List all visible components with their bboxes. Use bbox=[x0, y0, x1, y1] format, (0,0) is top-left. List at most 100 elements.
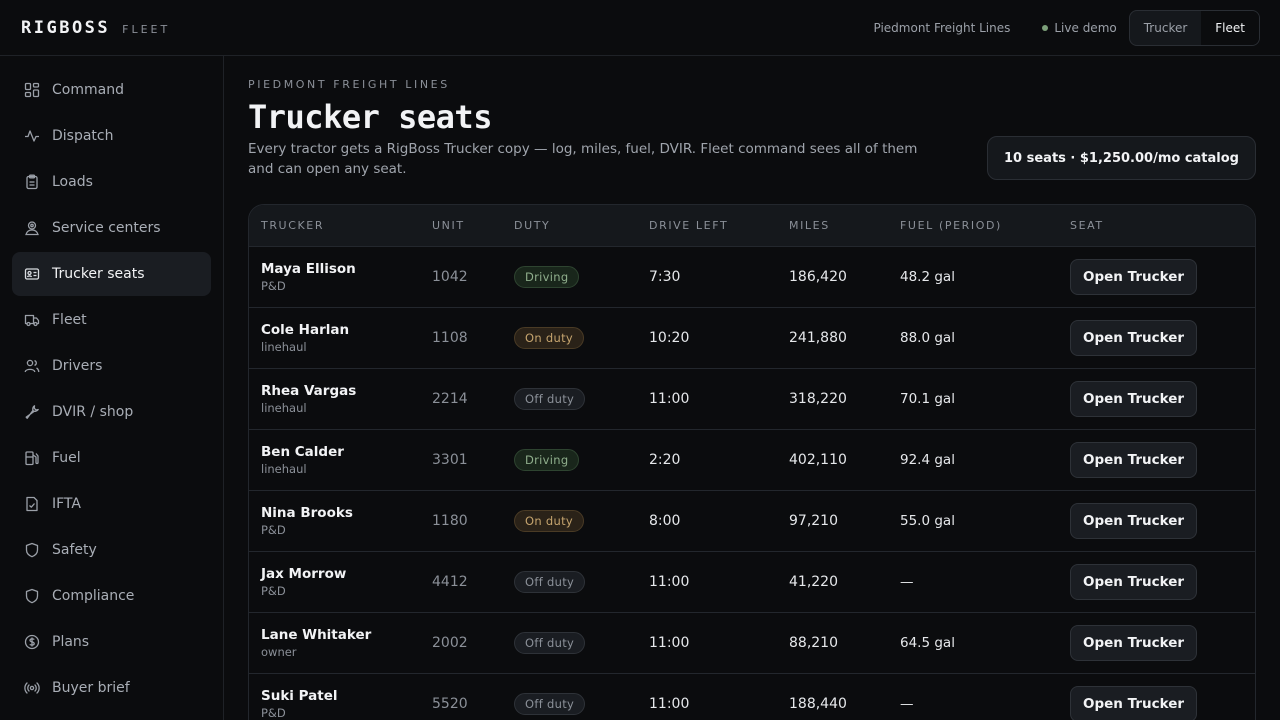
duty-status-badge: On duty bbox=[514, 326, 584, 349]
unit-cell: 1108 bbox=[432, 329, 468, 346]
mode-fleet-button[interactable]: Fleet bbox=[1201, 10, 1259, 45]
open-trucker-button[interactable]: Open Trucker bbox=[1070, 502, 1198, 539]
live-demo-label: Live demo bbox=[1054, 20, 1117, 35]
shield-icon bbox=[24, 588, 40, 604]
sidebar-item-fuel[interactable]: Fuel bbox=[12, 436, 211, 480]
table-row: Nina Brooks P&D 1180 On duty 8:00 97,210 55.0 … bbox=[249, 490, 1255, 551]
table-row: Jax Morrow P&D 4412 Off duty 11:00 41,220 — Ope… bbox=[249, 551, 1255, 612]
mode-switcher: Trucker Fleet bbox=[1128, 9, 1260, 46]
trucker-name: Jax Morrow bbox=[261, 565, 347, 582]
seat-cell: Open Trucker bbox=[1058, 429, 1255, 490]
trucker-role: linehaul bbox=[261, 339, 307, 354]
sidebar-item-service-centers[interactable]: Service centers bbox=[12, 206, 211, 250]
miles-cell: 97,210 bbox=[789, 512, 838, 529]
unit-cell: 2002 bbox=[432, 634, 468, 651]
open-trucker-button[interactable]: Open Trucker bbox=[1070, 685, 1198, 720]
fuel-cell: 70.1 gal bbox=[900, 390, 955, 407]
table-row: Maya Ellison P&D 1042 Driving 7:30 186,420 48.… bbox=[249, 246, 1255, 307]
duty-status-badge: Off duty bbox=[514, 570, 586, 593]
sidebar-item-label: Service centers bbox=[52, 220, 161, 236]
activity-pulse-icon bbox=[24, 128, 40, 144]
drive-left-cell: 11:00 bbox=[649, 390, 690, 407]
open-trucker-button[interactable]: Open Trucker bbox=[1070, 258, 1198, 295]
sidebar-item-command[interactable]: Command bbox=[12, 68, 211, 112]
duty-cell: Off duty bbox=[502, 612, 637, 673]
map-pin-user-icon bbox=[24, 220, 40, 236]
sidebar-item-safety[interactable]: Safety bbox=[12, 528, 211, 572]
top-right-controls: Piedmont Freight Lines Live demo Trucker… bbox=[873, 9, 1260, 46]
sidebar-item-dispatch[interactable]: Dispatch bbox=[12, 114, 211, 158]
duty-cell: Driving bbox=[502, 246, 637, 307]
sidebar-item-drivers[interactable]: Drivers bbox=[12, 344, 211, 388]
column-header-fuel[interactable]: FUEL (PERIOD) bbox=[888, 205, 1058, 247]
sidebar-item-buyer-brief[interactable]: Buyer brief bbox=[12, 666, 211, 710]
drive-left-cell: 2:20 bbox=[649, 451, 681, 468]
dashboard-grid-icon bbox=[24, 82, 40, 98]
main-content: PIEDMONT FREIGHT LINES Trucker seats Eve… bbox=[248, 56, 1256, 720]
top-bar: RIGBOSS FLEET Piedmont Freight Lines Liv… bbox=[0, 0, 1280, 56]
open-trucker-button[interactable]: Open Trucker bbox=[1070, 563, 1198, 600]
sidebar-item-dvir-shop[interactable]: DVIR / shop bbox=[12, 390, 211, 434]
seat-cell: Open Trucker bbox=[1058, 307, 1255, 368]
seat-cell: Open Trucker bbox=[1058, 551, 1255, 612]
trucker-cell: Maya Ellison P&D bbox=[249, 246, 420, 307]
column-header-trucker[interactable]: TRUCKER bbox=[249, 205, 420, 247]
sidebar-item-trucker-seats[interactable]: Trucker seats bbox=[12, 252, 211, 296]
sidebar-item-compliance[interactable]: Compliance bbox=[12, 574, 211, 618]
page-description: Every tractor gets a RigBoss Trucker cop… bbox=[248, 141, 918, 177]
unit-cell: 1180 bbox=[432, 512, 468, 529]
seats-summary-badge: 10 seats · $1,250.00/mo catalog bbox=[987, 136, 1256, 180]
sidebar-nav: Command Dispatch Loads Service centers T… bbox=[0, 56, 224, 720]
trucker-seats-table: TRUCKER UNIT DUTY DRIVE LEFT MILES FUEL … bbox=[248, 204, 1256, 720]
column-header-seat[interactable]: SEAT bbox=[1058, 205, 1255, 247]
trucker-name: Suki Patel bbox=[261, 687, 338, 704]
sidebar-item-fleet[interactable]: Fleet bbox=[12, 298, 211, 342]
sidebar-item-label: DVIR / shop bbox=[52, 404, 134, 420]
trucker-role: P&D bbox=[261, 705, 286, 720]
sidebar-item-label: Buyer brief bbox=[52, 680, 130, 696]
drive-left-cell: 7:30 bbox=[649, 268, 681, 285]
duty-cell: Off duty bbox=[502, 673, 637, 720]
clipboard-icon bbox=[24, 174, 40, 190]
trucker-name: Maya Ellison bbox=[261, 260, 356, 277]
truck-icon bbox=[24, 312, 40, 328]
open-trucker-button[interactable]: Open Trucker bbox=[1070, 380, 1198, 417]
column-header-drive-left[interactable]: DRIVE LEFT bbox=[637, 205, 777, 247]
trucker-role: linehaul bbox=[261, 461, 307, 476]
miles-cell: 186,420 bbox=[789, 268, 847, 285]
sidebar-item-loads[interactable]: Loads bbox=[12, 160, 211, 204]
unit-cell: 2214 bbox=[432, 390, 468, 407]
column-header-duty[interactable]: DUTY bbox=[502, 205, 637, 247]
unit-cell: 4412 bbox=[432, 573, 468, 590]
column-header-miles[interactable]: MILES bbox=[777, 205, 888, 247]
open-trucker-button[interactable]: Open Trucker bbox=[1070, 319, 1198, 356]
column-header-unit[interactable]: UNIT bbox=[420, 205, 502, 247]
brand-logo[interactable]: RIGBOSS FLEET bbox=[21, 18, 170, 38]
fuel-pump-icon bbox=[24, 450, 40, 466]
sidebar-item-label: Fuel bbox=[52, 450, 81, 466]
drive-left-cell: 11:00 bbox=[649, 695, 690, 712]
page-title: Trucker seats bbox=[248, 98, 492, 136]
unit-cell: 3301 bbox=[432, 451, 468, 468]
id-card-icon bbox=[24, 266, 40, 282]
sidebar-item-label: Loads bbox=[52, 174, 93, 190]
miles-cell: 41,220 bbox=[789, 573, 838, 590]
sidebar-item-ifta[interactable]: IFTA bbox=[12, 482, 211, 526]
table-row: Ben Calder linehaul 3301 Driving 2:20 402,110… bbox=[249, 429, 1255, 490]
dollar-circle-icon bbox=[24, 634, 40, 650]
trucker-cell: Cole Harlan linehaul bbox=[249, 307, 420, 368]
sidebar-item-plans[interactable]: Plans bbox=[12, 620, 211, 664]
fuel-cell: 88.0 gal bbox=[900, 329, 955, 346]
open-trucker-button[interactable]: Open Trucker bbox=[1070, 624, 1198, 661]
duty-cell: On duty bbox=[502, 490, 637, 551]
mode-trucker-button[interactable]: Trucker bbox=[1143, 20, 1188, 35]
table-row: Suki Patel P&D 5520 Off duty 11:00 188,440 — Op… bbox=[249, 673, 1255, 720]
table-row: Cole Harlan linehaul 1108 On duty 10:20 241,8… bbox=[249, 307, 1255, 368]
unit-cell: 1042 bbox=[432, 268, 468, 285]
open-trucker-button[interactable]: Open Trucker bbox=[1070, 441, 1198, 478]
trucker-role: linehaul bbox=[261, 400, 307, 415]
trucker-name: Lane Whitaker bbox=[261, 626, 372, 643]
miles-cell: 318,220 bbox=[789, 390, 847, 407]
miles-cell: 241,880 bbox=[789, 329, 847, 346]
sidebar-item-label: Dispatch bbox=[52, 128, 114, 144]
